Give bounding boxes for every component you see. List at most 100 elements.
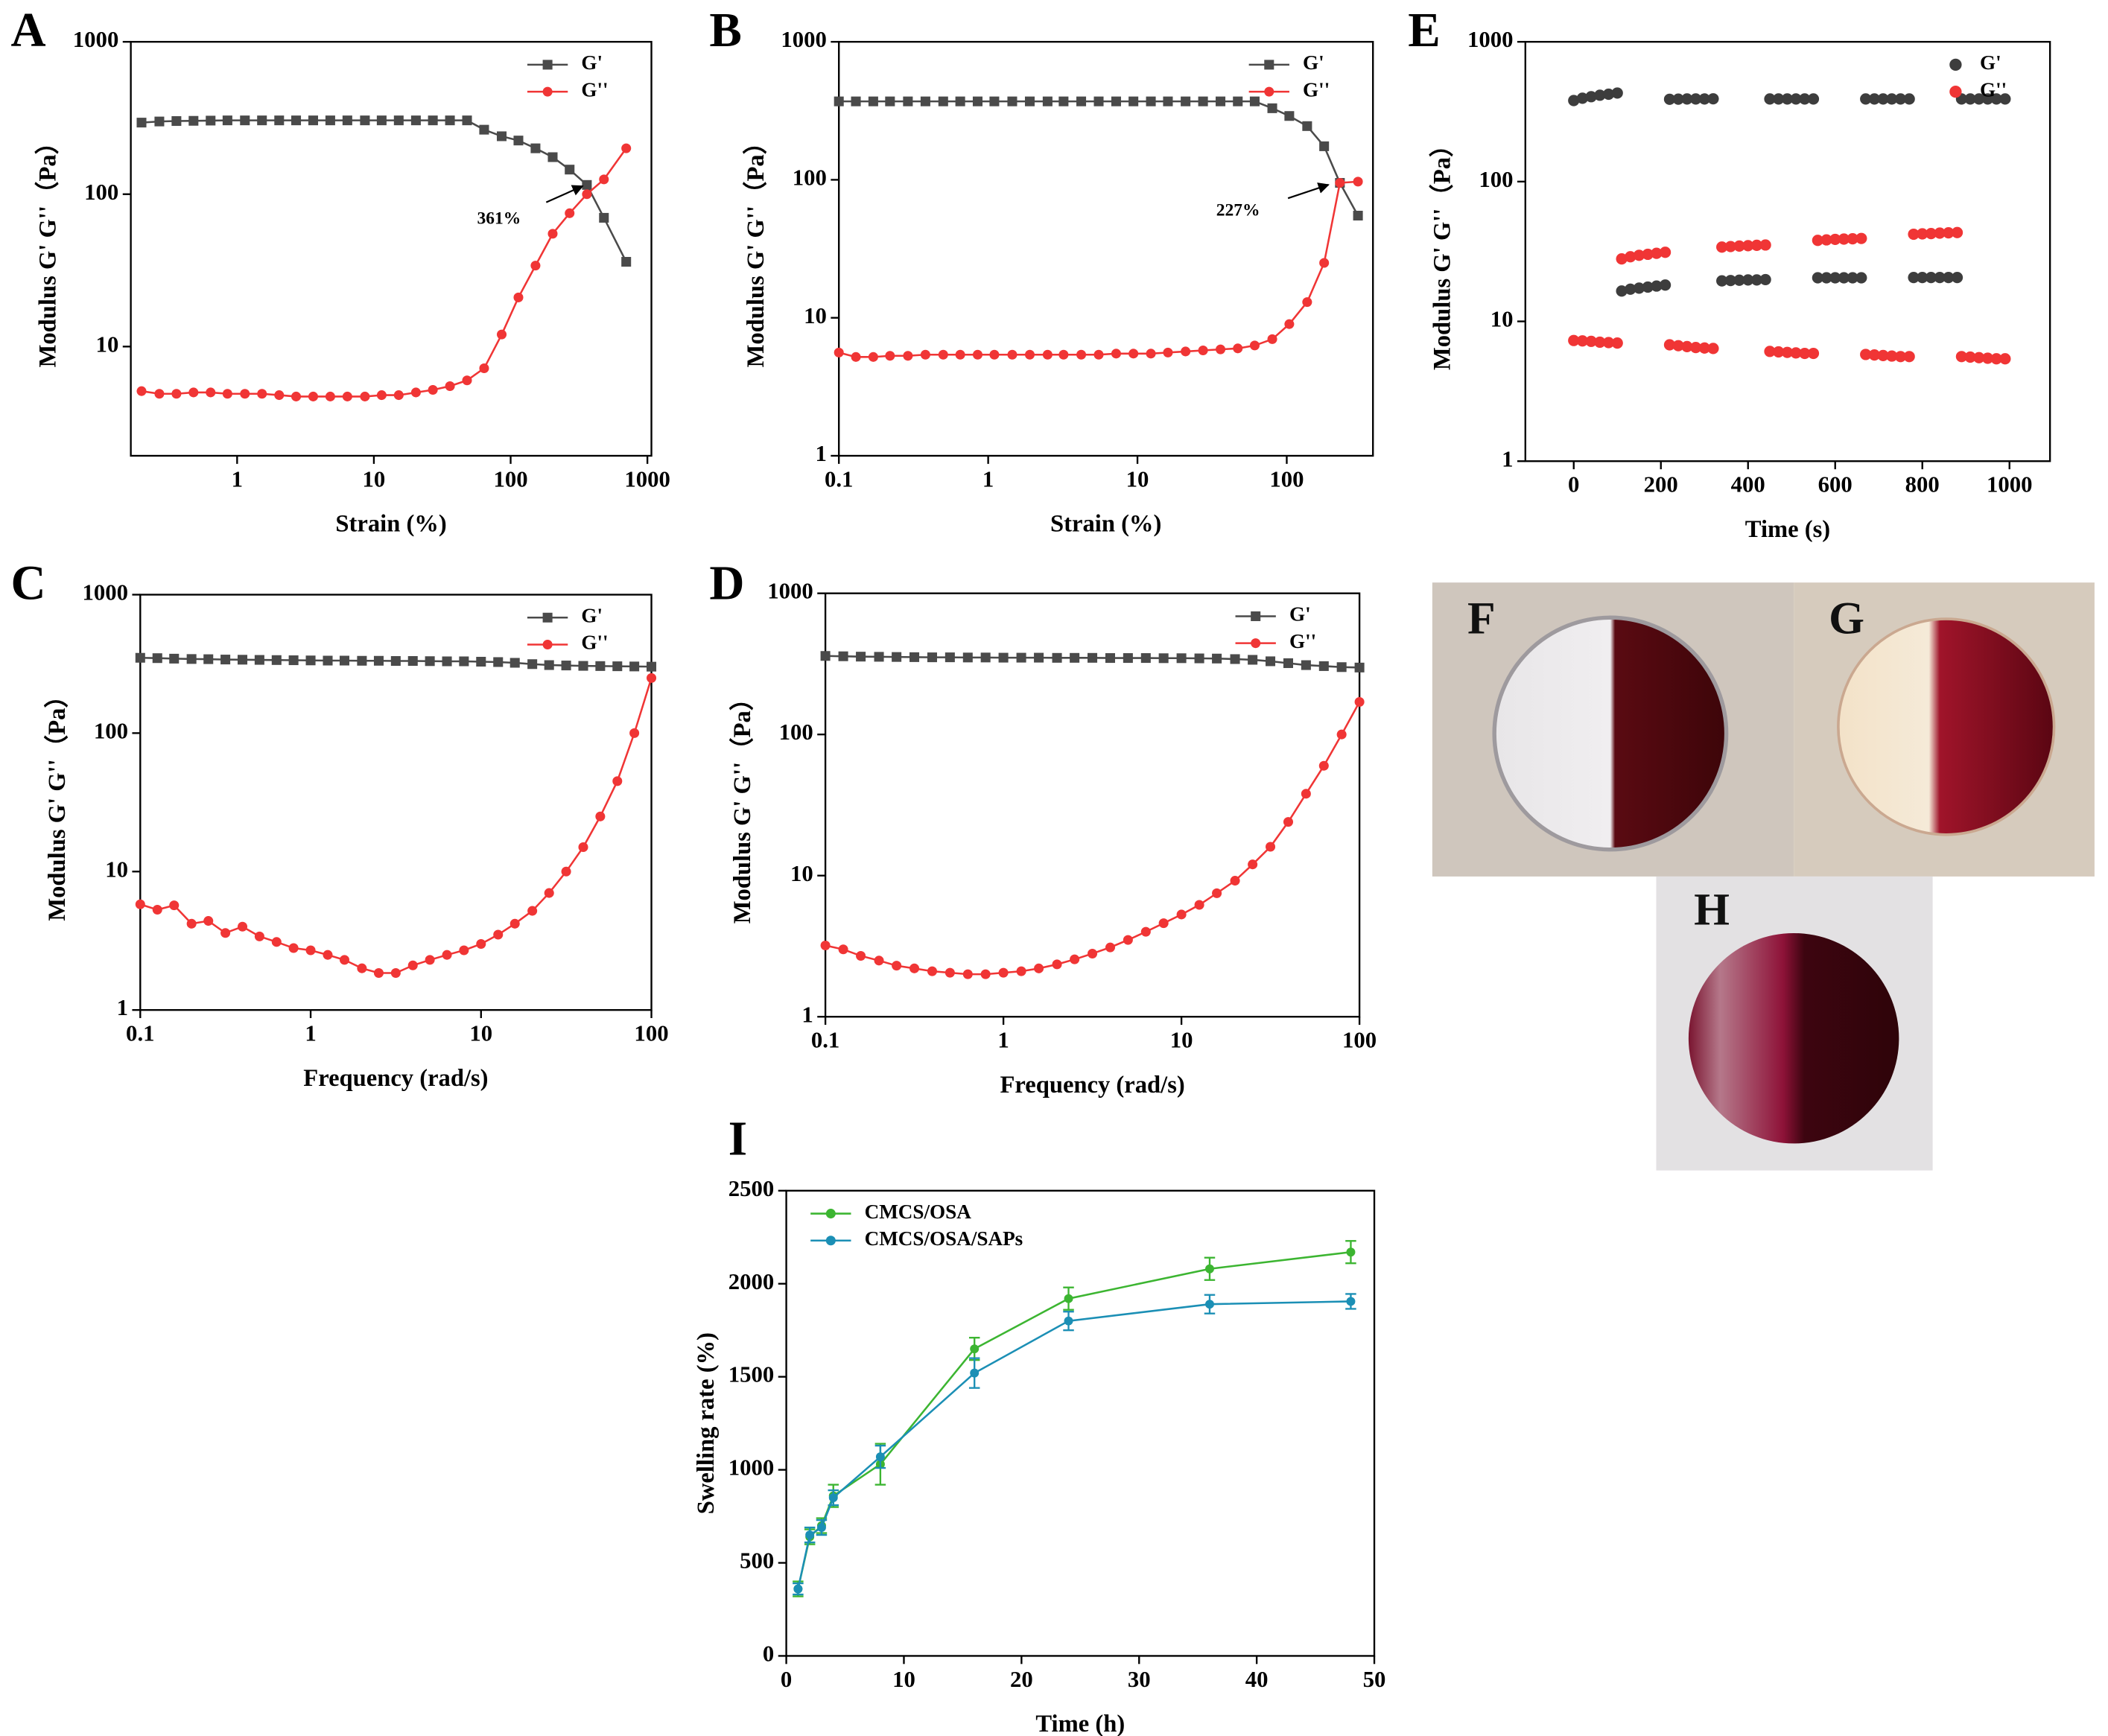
data-point (479, 363, 489, 374)
chart-panel: A 1 10 100 1000 10 100 1000 Strain (%) Modulus G'… (10, 4, 670, 538)
data-point (459, 945, 469, 956)
data-point (393, 390, 404, 401)
data-point (1681, 340, 1693, 353)
series-line (825, 701, 1361, 976)
photo-dish (1688, 932, 1899, 1144)
data-point (1318, 661, 1329, 671)
legend-marker (825, 1209, 836, 1219)
data-point (1042, 96, 1053, 106)
data-point (1594, 89, 1606, 101)
data-point (1742, 240, 1754, 252)
data-point (1812, 235, 1823, 247)
data-point (527, 906, 538, 916)
legend-marker (825, 1236, 836, 1246)
data-point (1990, 93, 2002, 105)
data-point (1042, 349, 1053, 360)
data-point (288, 943, 299, 953)
data-point (1070, 652, 1080, 663)
y-tick-label: 10 (804, 303, 827, 328)
data-point (1894, 93, 1907, 105)
data-point (1616, 285, 1628, 297)
y-tick-label: 1000 (767, 579, 813, 604)
data-point (135, 652, 145, 663)
data-point (1681, 93, 1693, 105)
data-point (1633, 282, 1645, 294)
data-point (1024, 96, 1035, 106)
data-point (851, 96, 861, 106)
y-tick-label: 100 (779, 719, 813, 745)
data-point (274, 115, 285, 126)
data-point (856, 652, 866, 662)
data-point (1925, 272, 1937, 284)
y-axis-label: Swelling rate (%) (693, 1332, 720, 1514)
plot-frame (1524, 40, 2051, 462)
data-point (1230, 654, 1240, 664)
data-point (1764, 93, 1776, 105)
data-point (1759, 273, 1771, 286)
data-point (136, 118, 147, 128)
data-point (1576, 92, 1589, 104)
data-point (1336, 729, 1347, 740)
legend-marker (542, 86, 553, 97)
data-point (1024, 349, 1035, 360)
x-axis-label: Frequency (rad/s) (303, 1065, 488, 1092)
data-point (1925, 227, 1937, 240)
data-point (360, 115, 370, 126)
data-point (513, 136, 524, 146)
y-tick-label: 1 (117, 995, 128, 1020)
data-point (1964, 351, 1976, 363)
data-point (582, 179, 592, 190)
data-point (1903, 351, 1915, 363)
legend-label: CMCS/OSA/SAPs (865, 1227, 1023, 1250)
x-tick-label: 1000 (1987, 472, 2033, 497)
data-point (1284, 319, 1295, 329)
y-tick-label: 1000 (781, 27, 827, 52)
data-point (462, 115, 472, 126)
data-point (476, 938, 486, 949)
data-point (530, 261, 541, 271)
data-point (1007, 96, 1018, 106)
data-point (816, 1523, 826, 1533)
data-point (1248, 859, 1258, 870)
x-tick-label: 30 (1128, 1667, 1151, 1692)
data-point (1064, 1316, 1073, 1326)
annotation-arrow (545, 185, 584, 203)
data-point (838, 651, 848, 661)
data-point (892, 961, 902, 971)
data-point (513, 292, 524, 302)
legend-marker (1949, 58, 1962, 71)
data-point (171, 116, 182, 127)
data-point (1335, 178, 1345, 188)
x-tick-label: 0 (1568, 472, 1579, 497)
x-tick-label: 1 (997, 1028, 1009, 1053)
data-point (357, 655, 367, 666)
data-point (323, 655, 333, 666)
data-point (203, 654, 214, 664)
data-point (1733, 240, 1745, 252)
data-point (970, 1368, 980, 1378)
x-tick-label: 0.1 (126, 1021, 154, 1046)
data-point (1283, 817, 1293, 827)
data-point (1860, 349, 1872, 360)
data-point (629, 661, 640, 672)
data-point (1346, 1297, 1356, 1306)
data-point (186, 654, 197, 664)
data-point (1733, 274, 1745, 286)
data-point (885, 96, 895, 106)
legend-label: G'' (1303, 78, 1330, 101)
data-point (1064, 1294, 1073, 1303)
data-point (828, 1493, 838, 1503)
data-point (1973, 93, 1985, 105)
data-point (1625, 251, 1636, 263)
x-tick-label: 40 (1245, 1667, 1269, 1692)
y-tick-label: 1000 (1467, 27, 1514, 52)
data-point (1829, 272, 1841, 284)
data-point (980, 652, 991, 663)
data-point (1672, 93, 1684, 105)
data-point (1999, 93, 2011, 105)
data-point (325, 391, 335, 401)
data-point (152, 653, 162, 664)
data-point (945, 967, 955, 978)
annotation: 361% (477, 209, 521, 229)
